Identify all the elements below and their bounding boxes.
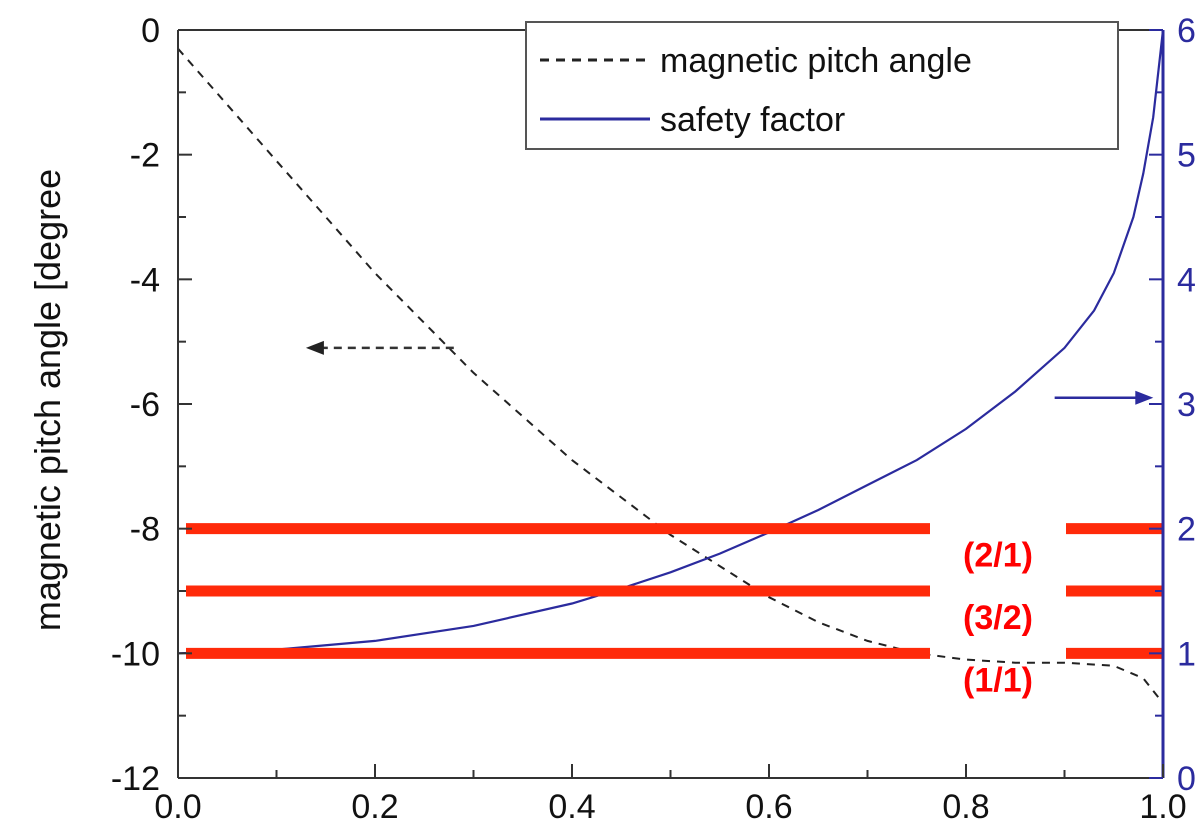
- y-tick-label: -6: [130, 386, 160, 424]
- y2-tick-label: 4: [1177, 261, 1196, 299]
- y-tick-label: -8: [130, 511, 160, 549]
- y-tick-label: -12: [111, 760, 160, 798]
- safety-factor-line: [177, 29, 1165, 655]
- y-tick-label: 0: [141, 12, 160, 50]
- mode-label: (2/1): [963, 537, 1033, 575]
- y-axis-title: magnetic pitch angle [degree: [27, 169, 68, 631]
- y2-tick-label: 0: [1177, 760, 1196, 798]
- y2-tick-label: 2: [1177, 511, 1196, 549]
- legend-box: [525, 21, 1119, 150]
- y2-tick-label: 5: [1177, 137, 1196, 175]
- x-tick-label: 0.8: [942, 788, 989, 826]
- arrow-head-icon: [1135, 390, 1154, 405]
- legend: magnetic pitch angle safety factor: [525, 21, 1119, 150]
- y-tick-label: -10: [111, 635, 160, 673]
- x-tick-label: 1.0: [1139, 788, 1186, 826]
- x-tick-label: 0.6: [745, 788, 792, 826]
- legend-label-safety-factor: safety factor: [660, 101, 845, 139]
- y2-tick-label: 6: [1177, 12, 1196, 50]
- mode-label: (1/1): [963, 661, 1033, 699]
- annotations: [305, 340, 1154, 405]
- y-tick-label: -4: [130, 261, 160, 299]
- legend-label-pitch-angle: magnetic pitch angle: [660, 42, 972, 80]
- series-layer: [177, 29, 1165, 704]
- pitch-angle-line: [177, 48, 1164, 704]
- y-tick-label: -2: [130, 137, 160, 175]
- x-tick-label: 0.4: [548, 788, 595, 826]
- x-tick-label: 0.2: [351, 788, 398, 826]
- x-tick-label: 0.0: [154, 788, 201, 826]
- reference-lines: (2/1) (3/2) (1/1): [186, 523, 1163, 699]
- y2-tick-label: 3: [1177, 386, 1196, 424]
- mode-label: (3/2): [963, 599, 1033, 637]
- y2-tick-label: 1: [1177, 635, 1196, 673]
- arrow-head-icon: [305, 340, 324, 355]
